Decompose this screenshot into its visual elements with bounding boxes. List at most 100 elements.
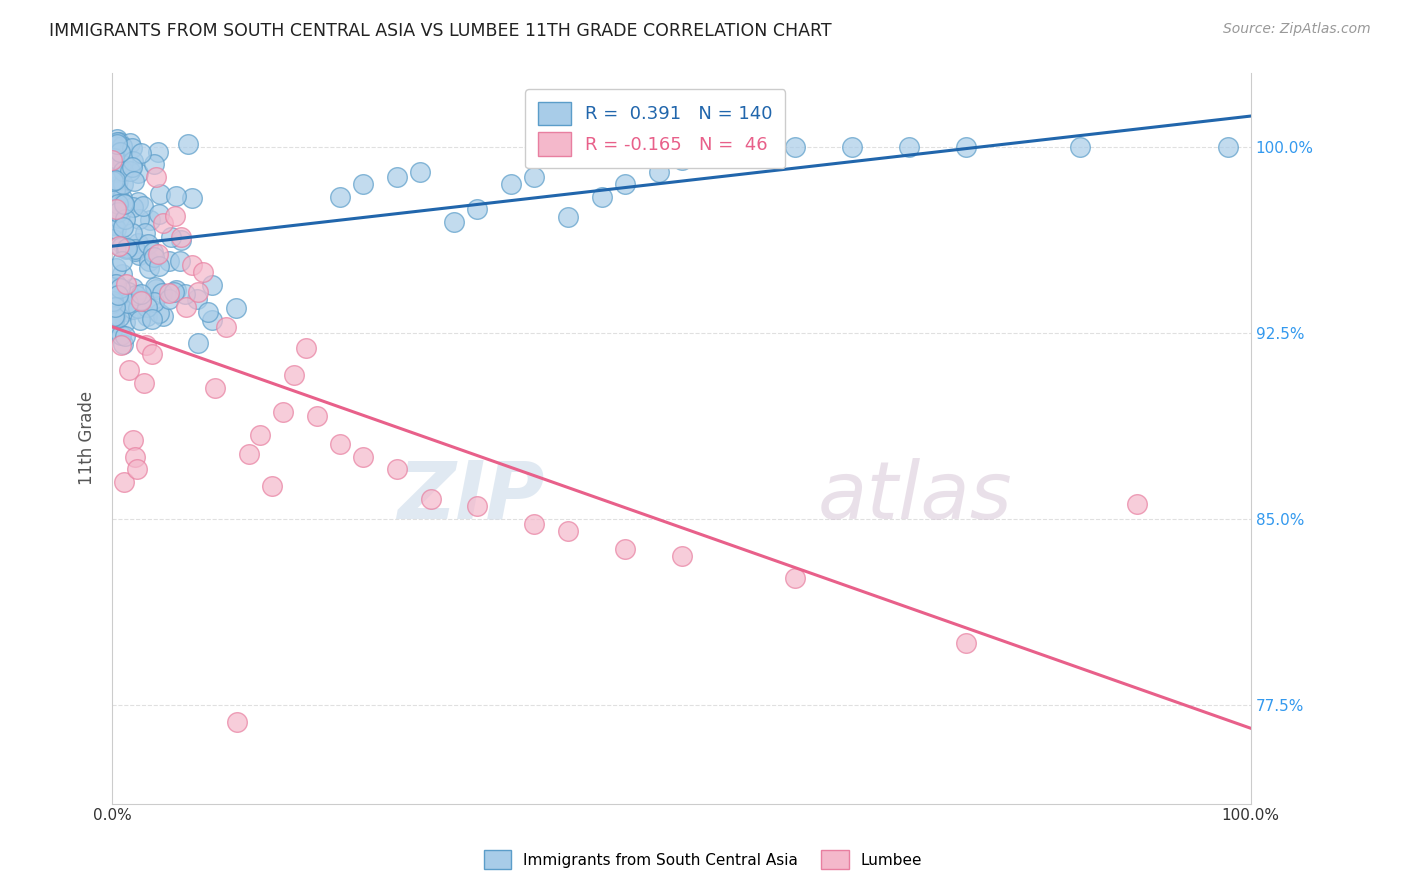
Point bbox=[114, 329, 136, 343]
Point bbox=[125, 288, 148, 302]
Point bbox=[141, 347, 163, 361]
Point bbox=[152, 286, 174, 301]
Point bbox=[104, 183, 127, 197]
Point bbox=[112, 197, 135, 211]
Point bbox=[111, 219, 134, 234]
Point bbox=[107, 185, 129, 199]
Point bbox=[107, 288, 129, 302]
Point bbox=[174, 300, 197, 314]
Point bbox=[163, 285, 186, 299]
Point bbox=[145, 170, 167, 185]
Point bbox=[557, 524, 579, 538]
Point bbox=[124, 450, 146, 464]
Point bbox=[101, 174, 124, 188]
Point bbox=[271, 405, 294, 419]
Text: atlas: atlas bbox=[818, 458, 1012, 536]
Point bbox=[177, 137, 200, 152]
Point bbox=[111, 191, 134, 205]
Point bbox=[134, 376, 156, 390]
Point bbox=[103, 301, 125, 315]
Point bbox=[115, 242, 138, 256]
Point bbox=[152, 309, 174, 323]
Point bbox=[127, 166, 149, 180]
Point bbox=[955, 140, 977, 154]
Point bbox=[671, 549, 693, 563]
Point bbox=[201, 312, 224, 326]
Point bbox=[118, 363, 141, 377]
Point bbox=[134, 226, 156, 240]
Point bbox=[1069, 140, 1091, 154]
Point bbox=[121, 200, 143, 214]
Point bbox=[215, 320, 238, 334]
Point bbox=[114, 304, 136, 318]
Point bbox=[522, 169, 544, 184]
Point bbox=[121, 160, 143, 174]
Point bbox=[121, 433, 143, 447]
Text: Source: ZipAtlas.com: Source: ZipAtlas.com bbox=[1223, 22, 1371, 37]
Point bbox=[129, 146, 152, 161]
Point bbox=[148, 207, 170, 221]
Point bbox=[260, 479, 283, 493]
Point bbox=[124, 244, 146, 258]
Point bbox=[103, 310, 125, 324]
Point bbox=[385, 169, 408, 184]
Point bbox=[105, 132, 128, 146]
Point bbox=[121, 226, 143, 240]
Point bbox=[111, 195, 134, 210]
Point bbox=[117, 296, 139, 310]
Point bbox=[101, 153, 124, 167]
Point bbox=[111, 138, 134, 153]
Point bbox=[152, 217, 174, 231]
Text: ZIP: ZIP bbox=[398, 458, 546, 536]
Point bbox=[103, 321, 125, 335]
Point bbox=[103, 218, 125, 232]
Point bbox=[112, 336, 135, 351]
Point bbox=[204, 381, 226, 395]
Point bbox=[101, 232, 124, 246]
Point bbox=[122, 281, 145, 295]
Point bbox=[671, 153, 693, 167]
Point bbox=[114, 212, 136, 227]
Point bbox=[115, 277, 138, 291]
Point bbox=[1126, 497, 1149, 511]
Text: IMMIGRANTS FROM SOUTH CENTRAL ASIA VS LUMBEE 11TH GRADE CORRELATION CHART: IMMIGRANTS FROM SOUTH CENTRAL ASIA VS LU… bbox=[49, 22, 832, 40]
Point bbox=[785, 140, 807, 154]
Point bbox=[613, 178, 636, 192]
Point bbox=[136, 237, 159, 252]
Point bbox=[108, 239, 131, 253]
Point bbox=[226, 714, 249, 729]
Point bbox=[120, 163, 142, 178]
Point bbox=[103, 151, 125, 165]
Point bbox=[408, 165, 430, 179]
Point bbox=[165, 188, 187, 202]
Point bbox=[181, 258, 204, 272]
Point bbox=[107, 211, 129, 225]
Point bbox=[136, 301, 159, 315]
Point bbox=[329, 190, 352, 204]
Point bbox=[107, 197, 129, 211]
Point bbox=[148, 306, 170, 320]
Point bbox=[110, 239, 132, 253]
Point bbox=[955, 635, 977, 649]
Point bbox=[124, 174, 146, 188]
Point bbox=[127, 301, 149, 315]
Y-axis label: 11th Grade: 11th Grade bbox=[79, 392, 96, 485]
Point bbox=[225, 301, 247, 315]
Point bbox=[197, 305, 219, 319]
Point bbox=[127, 462, 149, 476]
Point bbox=[294, 341, 316, 355]
Point bbox=[249, 428, 271, 442]
Point bbox=[111, 237, 134, 252]
Point bbox=[165, 284, 187, 298]
Point bbox=[108, 135, 131, 149]
Point bbox=[352, 178, 374, 192]
Point bbox=[146, 246, 169, 260]
Point bbox=[145, 282, 167, 296]
Point bbox=[114, 315, 136, 329]
Point bbox=[187, 335, 209, 350]
Point bbox=[157, 292, 180, 306]
Point bbox=[107, 204, 129, 219]
Point bbox=[613, 541, 636, 556]
Point bbox=[163, 210, 186, 224]
Point bbox=[104, 309, 127, 323]
